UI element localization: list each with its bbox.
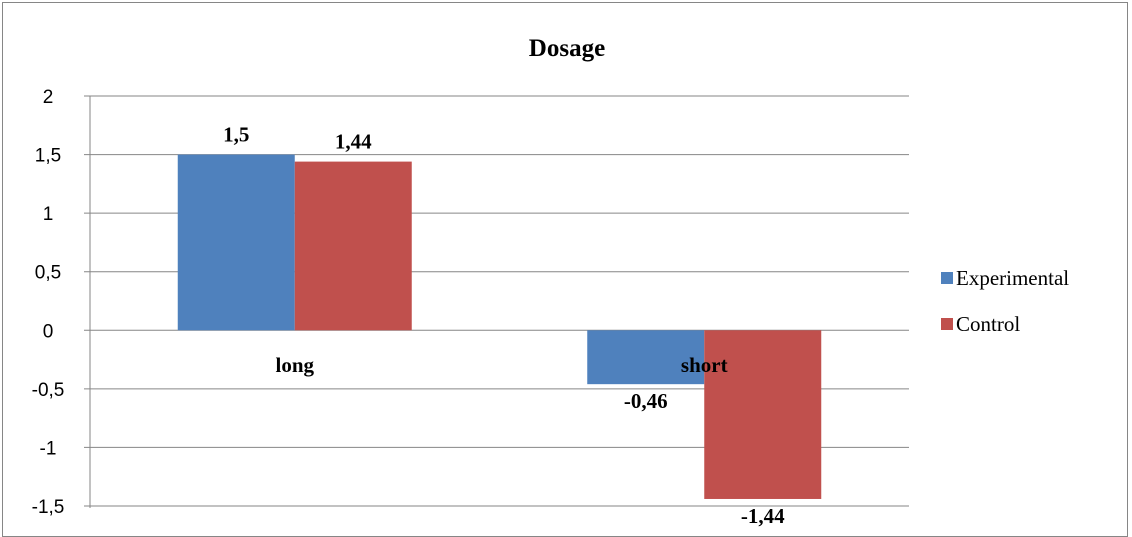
category-label: long bbox=[275, 353, 314, 377]
chart-title: Dosage bbox=[529, 35, 605, 62]
bar bbox=[704, 330, 822, 499]
legend-swatch bbox=[941, 318, 953, 330]
data-label: -0,46 bbox=[624, 389, 668, 413]
y-axis-ticks: 2 1,5 1 0,5 0 -0,5 -1 -1,5 bbox=[32, 87, 65, 518]
category-label: short bbox=[681, 353, 728, 377]
legend: Experimental Control bbox=[941, 266, 1069, 336]
bar bbox=[294, 161, 412, 331]
y-tick-label: 1 bbox=[43, 204, 54, 225]
bar bbox=[177, 154, 295, 331]
y-tick-label: 0 bbox=[43, 321, 54, 342]
legend-label: Experimental bbox=[956, 266, 1069, 290]
data-label: -1,44 bbox=[741, 504, 785, 528]
data-labels: 1,5 1,44 -0,46 -1,44 bbox=[223, 123, 785, 528]
y-tick-label: 2 bbox=[43, 87, 54, 108]
data-label: 1,44 bbox=[335, 130, 372, 154]
legend-swatch bbox=[941, 272, 953, 284]
y-tick-label: -1,5 bbox=[32, 497, 65, 518]
y-tick-label: 1,5 bbox=[35, 146, 61, 167]
y-tick-label: 0,5 bbox=[35, 263, 61, 284]
y-tick-label: -0,5 bbox=[32, 380, 65, 401]
bar bbox=[587, 330, 705, 385]
legend-label: Control bbox=[956, 312, 1020, 336]
data-label: 1,5 bbox=[223, 123, 249, 147]
y-tick-label: -1 bbox=[40, 438, 57, 459]
bars bbox=[177, 154, 822, 499]
category-labels: long short bbox=[275, 353, 727, 377]
